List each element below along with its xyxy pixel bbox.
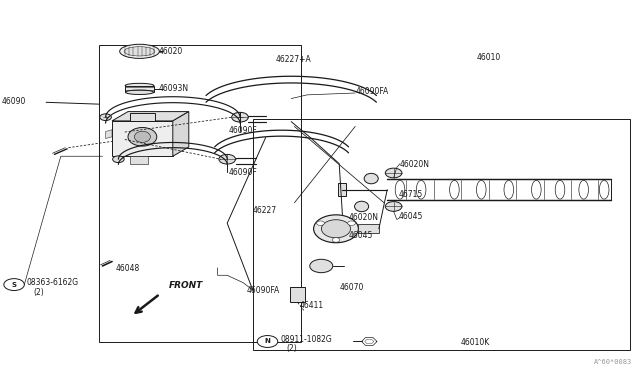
Bar [125,86,154,92]
Text: 46090FA: 46090FA [355,87,388,96]
Ellipse shape [355,201,369,212]
Ellipse shape [314,215,358,243]
Circle shape [113,156,124,163]
Circle shape [4,279,24,291]
Ellipse shape [417,180,426,199]
Ellipse shape [125,90,154,94]
Text: S: S [12,282,17,288]
Circle shape [232,112,248,122]
Circle shape [232,113,248,122]
Text: 46411: 46411 [300,301,324,310]
Ellipse shape [321,220,351,238]
Bar [338,183,346,196]
Circle shape [348,221,355,225]
Text: 46048: 46048 [115,264,140,273]
Ellipse shape [600,180,609,199]
Ellipse shape [579,180,589,199]
Text: (2): (2) [287,344,298,353]
Circle shape [385,202,402,211]
Text: 46020: 46020 [159,47,183,56]
Text: 46045: 46045 [399,212,423,221]
Text: 46093N: 46093N [159,84,189,93]
Ellipse shape [134,131,150,142]
Text: 46090: 46090 [2,97,26,106]
Ellipse shape [125,83,154,88]
Text: 46090F: 46090F [229,169,258,177]
Text: 46010: 46010 [477,53,501,62]
Ellipse shape [449,180,460,199]
Circle shape [385,168,402,178]
Bar [131,156,148,164]
Polygon shape [112,112,189,121]
Text: 46090FA: 46090FA [246,286,280,295]
Polygon shape [106,130,112,139]
Text: 46715: 46715 [399,190,423,199]
Text: N: N [264,339,271,344]
Circle shape [219,154,236,164]
Text: 46045: 46045 [349,231,373,240]
Ellipse shape [364,173,378,184]
Ellipse shape [556,180,564,199]
Bar [290,287,305,302]
Bar [358,224,379,233]
Text: 46020N: 46020N [400,160,430,169]
Ellipse shape [504,180,514,199]
Text: 46070: 46070 [339,283,364,292]
Text: 46227+A: 46227+A [275,55,311,64]
Circle shape [100,114,111,121]
Text: 46090F: 46090F [229,126,258,135]
Ellipse shape [531,180,541,199]
Bar [99,45,301,342]
Ellipse shape [396,180,405,199]
Circle shape [332,238,340,242]
Circle shape [317,221,324,225]
Text: (2): (2) [33,288,44,296]
Text: A^60*0083: A^60*0083 [594,359,632,365]
Ellipse shape [128,128,157,146]
Polygon shape [173,112,189,156]
Circle shape [257,336,278,347]
Text: 08363-6162G: 08363-6162G [27,278,79,287]
Bar [253,119,630,350]
Ellipse shape [124,47,155,56]
Text: 46020N: 46020N [348,213,378,222]
Ellipse shape [120,44,159,58]
Text: 46010K: 46010K [461,339,490,347]
Text: 46227: 46227 [253,206,277,215]
Text: FRONT: FRONT [168,281,203,290]
Circle shape [310,259,333,273]
Bar [112,121,173,156]
Text: 08911-1082G: 08911-1082G [280,335,332,344]
Bar [131,113,154,121]
Ellipse shape [476,180,486,199]
